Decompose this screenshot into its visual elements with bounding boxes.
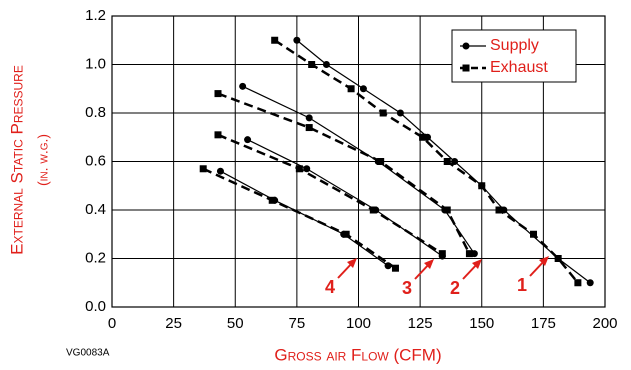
- curve-label: 1: [517, 275, 527, 295]
- curve-line: [217, 133, 443, 255]
- data-point: [239, 82, 247, 90]
- curve-arrowhead: [347, 258, 357, 268]
- data-point: [359, 85, 367, 93]
- data-point: [216, 167, 224, 175]
- legend-label: Exhaust: [490, 59, 548, 76]
- data-point: [305, 114, 313, 122]
- data-point: [586, 279, 594, 287]
- data-point: [478, 182, 486, 190]
- legend-label: Supply: [490, 37, 539, 54]
- data-point: [396, 109, 404, 117]
- curve-label: 3: [402, 278, 412, 298]
- data-point: [293, 36, 301, 44]
- data-point: [451, 158, 459, 165]
- data-point: [295, 165, 303, 173]
- data-point: [379, 109, 387, 117]
- data-point: [308, 61, 316, 68]
- y-label-line: (in. w.g.): [35, 134, 51, 186]
- data-point: [443, 206, 451, 214]
- legend: Supply Exhaust: [451, 29, 577, 83]
- data-point: [322, 61, 330, 68]
- legend-marker: [462, 64, 470, 72]
- data-point: [199, 165, 207, 173]
- x-axis-label: Gross air Flow (CFM): [274, 345, 441, 364]
- data-point: [244, 136, 252, 144]
- data-point: [438, 250, 446, 258]
- data-point: [377, 158, 385, 165]
- curve-label: 2: [450, 278, 460, 298]
- data-point: [419, 133, 427, 141]
- data-point: [530, 230, 538, 238]
- data-point: [495, 206, 503, 214]
- x-tick-label: 200: [592, 315, 617, 332]
- y-tick-label: 0.6: [85, 152, 106, 169]
- curve-arrowhead: [424, 259, 434, 269]
- data-point: [574, 279, 582, 287]
- x-tick-label: 100: [346, 315, 371, 332]
- curve-line: [202, 167, 397, 270]
- y-tick-label: 1.0: [85, 55, 106, 72]
- curve-line: [217, 92, 471, 255]
- y-tick-label: 0.4: [85, 201, 106, 218]
- data-point: [214, 90, 222, 98]
- figure-id: VG0083A: [66, 348, 110, 359]
- y-tick-label: 0.8: [85, 104, 106, 121]
- x-tick-label: 125: [408, 315, 433, 332]
- data-point: [305, 124, 313, 132]
- curve-arrowhead: [472, 259, 482, 269]
- y-tick-label: 0.2: [85, 249, 106, 266]
- curve-line: [220, 170, 389, 267]
- x-tick-label: 50: [227, 315, 244, 332]
- data-point: [443, 158, 451, 165]
- data-point: [391, 264, 399, 272]
- data-point: [271, 36, 279, 44]
- data-point: [347, 85, 355, 93]
- x-tick-label: 0: [108, 315, 116, 332]
- data-point: [342, 230, 350, 238]
- y-axis-label: External Static Pressure (in. w.g.): [7, 65, 50, 255]
- x-tick-label: 175: [531, 315, 556, 332]
- y-label-line: External Static Pressure: [7, 65, 26, 255]
- data-point: [465, 250, 473, 258]
- y-tick-label: 0.0: [85, 298, 106, 315]
- data-point: [268, 196, 276, 204]
- data-point: [214, 131, 222, 139]
- data-point: [369, 206, 377, 214]
- legend-marker: [462, 42, 470, 50]
- curve-arrowhead: [539, 256, 549, 266]
- x-tick-label: 25: [165, 315, 182, 332]
- data-point: [554, 255, 562, 262]
- x-tick-label: 75: [289, 315, 306, 332]
- x-tick-label: 150: [469, 315, 494, 332]
- data-point: [303, 165, 311, 173]
- curve-label: 4: [325, 277, 335, 297]
- legend-box: [451, 29, 577, 83]
- y-tick-label: 1.2: [85, 7, 106, 24]
